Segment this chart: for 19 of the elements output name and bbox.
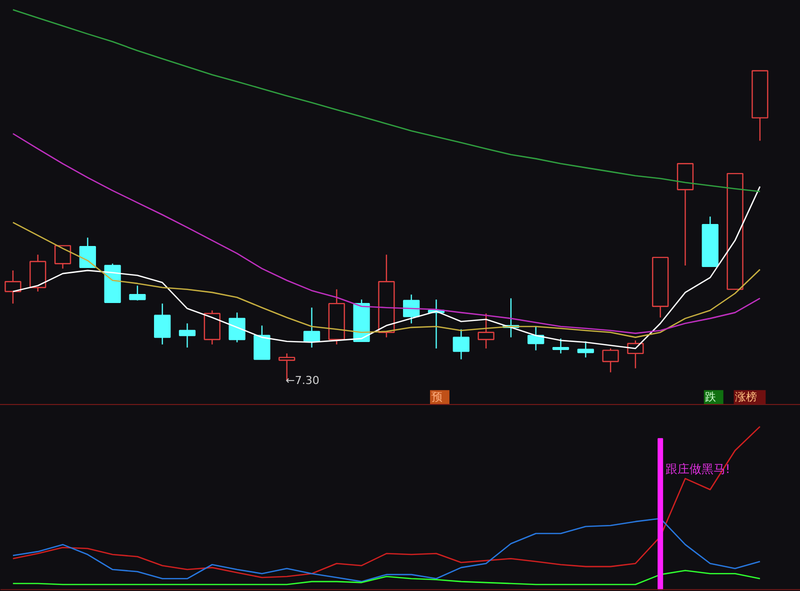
candlestick	[254, 324, 270, 360]
annotation: 跟庄做黑马!	[665, 462, 730, 476]
candlestick	[79, 237, 96, 268]
candlestick	[602, 348, 619, 373]
candlestick	[303, 307, 320, 348]
candlestick	[552, 338, 570, 354]
candlestick	[178, 322, 196, 348]
text: 跌	[705, 390, 716, 404]
text: 涨榜	[735, 390, 758, 404]
candlestick	[478, 312, 494, 350]
candlestick	[129, 285, 146, 302]
text: 预	[431, 390, 442, 404]
candlestick	[577, 340, 594, 358]
candlestick	[452, 328, 470, 360]
candlestick	[54, 245, 72, 270]
candlestick	[4, 270, 22, 304]
candlestick	[228, 312, 246, 343]
annotation: ←7.30	[286, 374, 320, 387]
candlestick	[154, 302, 171, 346]
